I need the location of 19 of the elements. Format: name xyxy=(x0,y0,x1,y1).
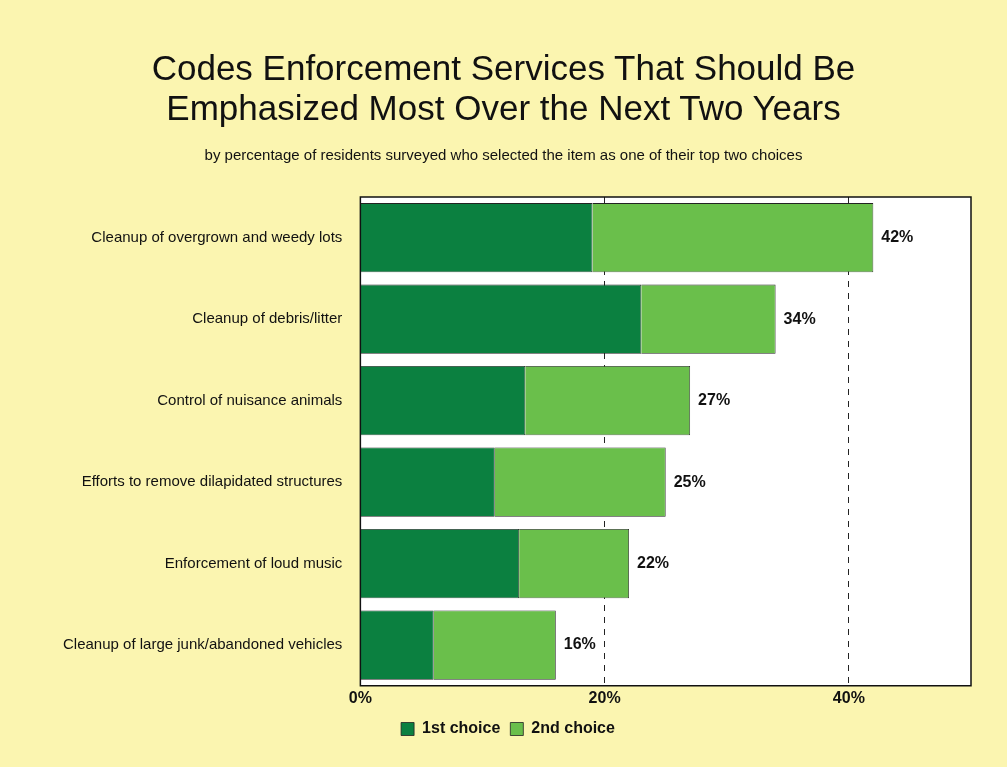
total-label: 25% xyxy=(673,472,706,490)
total-label: 42% xyxy=(881,228,914,246)
y-tick-label: Cleanup of large junk/abandoned vehicles xyxy=(62,635,343,653)
x-tick-label: 20% xyxy=(588,688,621,706)
total-label: 22% xyxy=(637,554,670,572)
legend-label: 1st choice xyxy=(422,719,501,737)
legend-label: 2nd choice xyxy=(531,719,616,737)
x-tick-label: 40% xyxy=(832,688,865,706)
y-tick-label: Control of nuisance animals xyxy=(157,390,343,408)
total-label: 27% xyxy=(698,391,731,409)
y-tick-label: Cleanup of debris/litter xyxy=(192,309,343,327)
x-tick-label: 0% xyxy=(348,688,372,706)
y-tick-label: Efforts to remove dilapidated structures xyxy=(81,472,343,490)
chart-subtitle: by percentage of residents surveyed who selected the item as one of their top two choices xyxy=(203,146,804,163)
chart-title: Codes Enforcement Services That Should Be Emphasized Most Over the Next Two Years xyxy=(150,48,857,128)
total-label: 34% xyxy=(783,309,816,327)
total-label: 16% xyxy=(563,635,596,653)
y-tick-label: Enforcement of loud music xyxy=(164,553,343,571)
y-tick-label: Cleanup of overgrown and weedy lots xyxy=(91,227,343,245)
